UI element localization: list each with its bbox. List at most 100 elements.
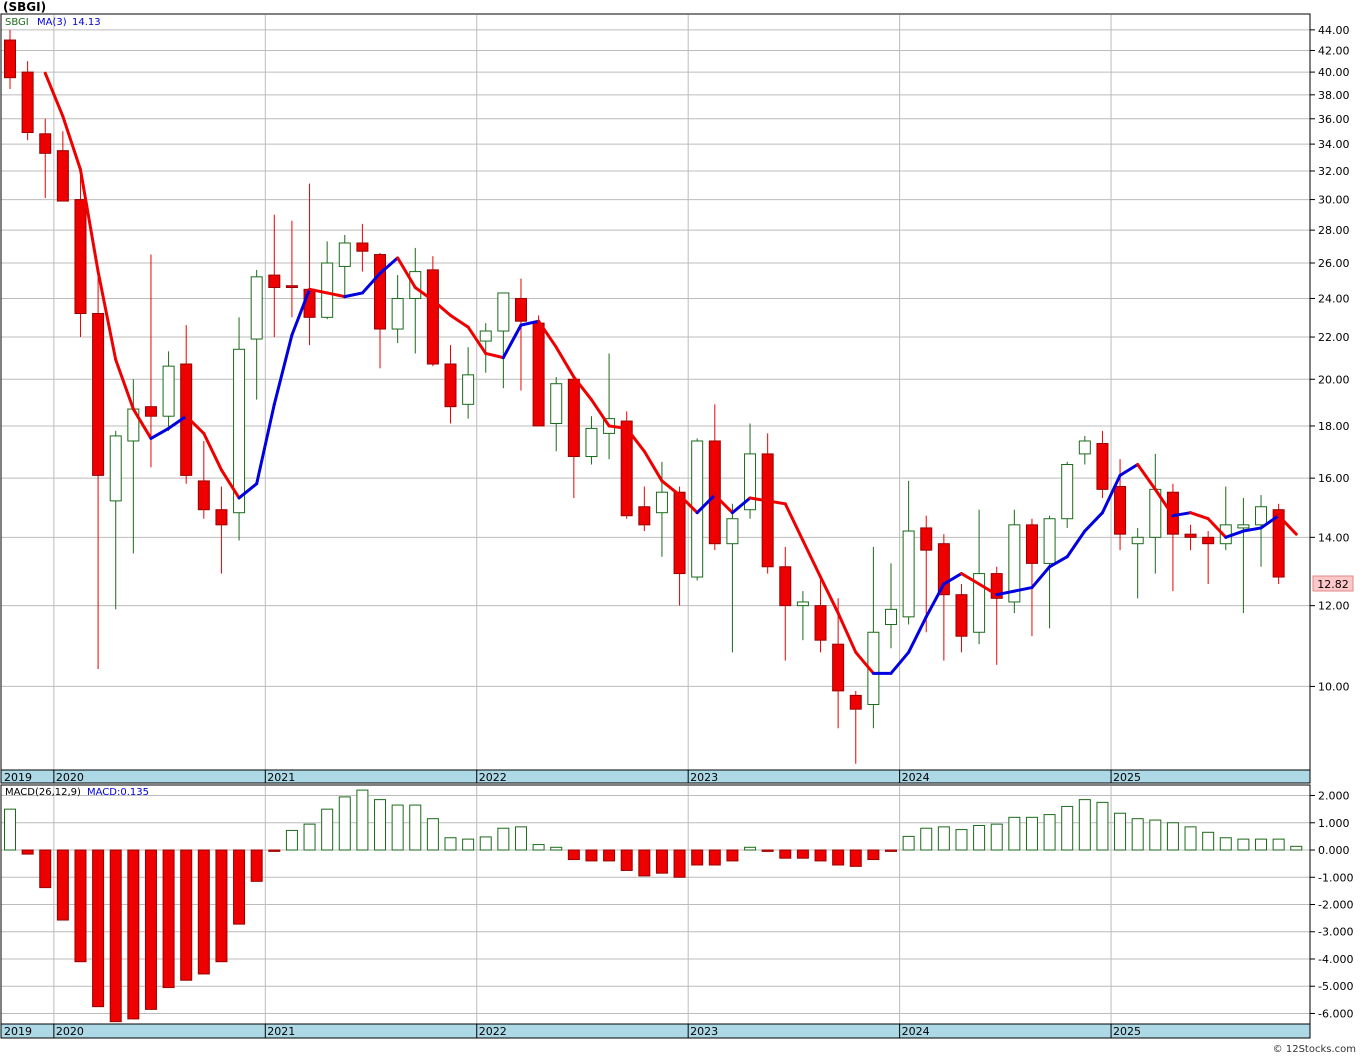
- candle-body: [109, 435, 122, 502]
- price-tick-label: 34.00: [1318, 138, 1350, 151]
- macd-bar: [374, 799, 387, 851]
- macd-bar: [479, 836, 492, 851]
- macd-bar: [268, 849, 281, 852]
- ma-segment: [308, 287, 329, 295]
- candle-body: [1078, 440, 1091, 455]
- macd-panel-border: [0, 784, 1311, 1039]
- ma-segment: [1065, 529, 1087, 559]
- macd-bar: [779, 849, 792, 859]
- macd-bar: [532, 844, 545, 851]
- candle-body: [233, 348, 246, 514]
- year-label: 2021: [267, 1025, 295, 1038]
- macd-bar: [1131, 818, 1144, 851]
- macd-bar: [109, 849, 122, 1023]
- ma-segment: [836, 611, 858, 654]
- ma-segment: [167, 414, 188, 430]
- macd-bar: [1078, 799, 1091, 851]
- price-tick-label: 20.00: [1318, 373, 1350, 386]
- candle-body: [990, 573, 1003, 599]
- ma-segment: [325, 291, 347, 299]
- ma-segment: [924, 582, 946, 619]
- price-tick-label: 18.00: [1318, 420, 1350, 433]
- price-panel-border: [0, 13, 1311, 784]
- macd-bar: [356, 789, 369, 851]
- year-label: 2020: [56, 1025, 84, 1038]
- candle-body: [761, 453, 774, 568]
- macd-tick-label: 0.000: [1318, 844, 1350, 857]
- macd-bar: [902, 835, 915, 851]
- ma-segment: [484, 351, 505, 360]
- candle-body: [1184, 533, 1197, 538]
- price-tick-label: 36.00: [1318, 113, 1350, 126]
- ma-segment: [625, 426, 646, 453]
- macd-bar: [74, 849, 87, 963]
- macd-bar: [744, 846, 757, 851]
- macd-bar: [1272, 838, 1285, 851]
- candle-body: [744, 453, 757, 511]
- candle-body: [426, 269, 439, 365]
- macd-bar: [955, 829, 968, 851]
- macd-bar: [620, 849, 633, 871]
- candle-body: [814, 605, 827, 641]
- candle-body: [514, 297, 527, 322]
- ma-segment: [819, 575, 840, 615]
- ma-segment: [1224, 529, 1245, 539]
- macd-bar: [1096, 801, 1109, 851]
- ma-segment: [907, 615, 928, 654]
- year-labels: 2019 2019 2020 2020 2021 2021 2022 2022 2023 2023…: [4, 770, 1141, 1038]
- macd-bar: [497, 827, 510, 851]
- macd-bar: [655, 849, 668, 874]
- candle-body: [285, 285, 298, 289]
- macd-bar: [832, 849, 845, 866]
- ma-legend-label: MA(3): [37, 17, 67, 28]
- year-label: 2024: [902, 771, 930, 784]
- price-axis: 10.00 12.00 14.00 16.00 18.00 20.00 22.00 24.00…: [1310, 24, 1350, 693]
- macd-tick-label: -3.000: [1318, 926, 1353, 939]
- ma-segment: [766, 499, 787, 506]
- ma-segment: [730, 496, 752, 515]
- macd-bar: [638, 849, 651, 877]
- ma-segment: [78, 168, 100, 274]
- ma-segment: [537, 319, 558, 349]
- macd-bar: [56, 849, 69, 921]
- candle-body: [585, 427, 598, 458]
- price-tick-label: 10.00: [1318, 680, 1350, 693]
- macd-bar: [814, 849, 827, 862]
- price-tick-label: 38.00: [1318, 89, 1350, 102]
- macd-bar: [180, 849, 193, 981]
- macd-bar: [338, 796, 351, 851]
- candle-body: [638, 506, 651, 526]
- ma-segment: [607, 424, 629, 430]
- candle-body: [796, 601, 809, 607]
- macd-bar: [1061, 805, 1074, 851]
- candle-body: [162, 365, 175, 417]
- ma-segment: [977, 582, 999, 597]
- candle-body: [920, 527, 933, 551]
- candle-body: [673, 491, 686, 575]
- ma-segment: [396, 256, 417, 290]
- price-tick-label: 44.00: [1318, 24, 1350, 37]
- macd-bar: [21, 849, 34, 855]
- candle-body: [550, 383, 563, 424]
- macd-bar: [550, 846, 563, 851]
- ma-segment: [343, 291, 364, 299]
- ma-segment: [1012, 586, 1034, 593]
- candle-body: [21, 71, 34, 134]
- ma-segment: [114, 358, 135, 411]
- candle-body: [56, 150, 69, 202]
- macd-bar: [144, 849, 157, 1010]
- year-label: 2019: [4, 1025, 32, 1038]
- macd-bar: [215, 849, 228, 963]
- candle-body: [462, 374, 475, 405]
- macd-bar: [920, 827, 933, 851]
- ma-segment: [272, 333, 294, 406]
- candle-body: [1096, 443, 1109, 490]
- ma-segment: [1153, 487, 1175, 518]
- candle-body: [1043, 518, 1056, 564]
- ma-segment: [695, 493, 717, 515]
- ma-segment: [378, 256, 400, 275]
- ma-legend-value: 14.13: [72, 17, 101, 28]
- ma-segment: [572, 375, 593, 402]
- ma-segment: [360, 271, 382, 295]
